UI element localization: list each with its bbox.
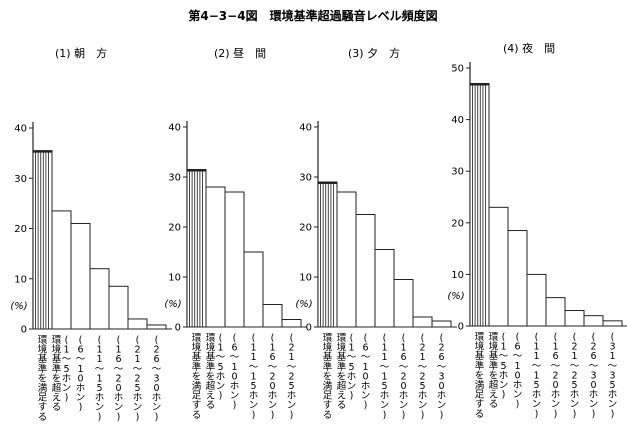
category-label: (1 1 〜 1 5 ホン) (249, 333, 259, 421)
category-label: 環境基準を満足する (475, 332, 485, 420)
bar-5 (545, 297, 566, 327)
bar-8 (602, 320, 623, 327)
category-label-line: 環境基準を超える (52, 335, 62, 413)
category-label: (2 6 〜 3 0 ホン) (152, 335, 162, 423)
y-tick-label: 20 (451, 218, 464, 229)
bar-6 (127, 318, 148, 330)
bar-5 (393, 279, 414, 328)
y-unit-label: (%) (164, 299, 181, 310)
bar-3 (224, 191, 245, 328)
category-label: (6 〜 1 0 ホン) (76, 335, 86, 413)
category-label: 環境基準を満足する (38, 335, 48, 423)
category-label: (1 1 〜 1 5 ホン) (380, 333, 390, 421)
bar-3 (70, 222, 91, 330)
category-label: (2 1 〜 2 5 ホン) (570, 332, 580, 420)
category-label-line: (1 〜 5 ホン) (499, 332, 509, 401)
bar-4 (526, 273, 547, 327)
bar-2 (205, 186, 226, 328)
category-label: (2 6 〜 3 0 ホン) (589, 332, 599, 420)
category-label: 環境基準を超える(1 〜 5 ホン) (337, 333, 357, 411)
figure-title: 第4−3−4図 環境基準超過騒音レベル頻度図 (188, 8, 437, 23)
y-tick-label: 40 (299, 123, 312, 134)
y-unit-label: (%) (295, 299, 312, 310)
bar-4 (243, 251, 264, 328)
bar-7 (431, 320, 452, 328)
category-label: (1 1 〜 1 5 ホン) (532, 332, 542, 420)
y-tick-label: 50 (451, 64, 464, 75)
panel-title: (1) 朝 方 (55, 46, 107, 60)
bar-2 (488, 206, 509, 327)
y-tick-label: 20 (168, 223, 181, 234)
category-label: (2 1 〜 2 5 ホン) (133, 335, 143, 423)
bar-hatch (187, 169, 206, 327)
bar-4 (374, 249, 395, 328)
panel-title: (2) 昼 間 (214, 47, 266, 60)
category-label-line: (1 〜 5 ホン) (347, 333, 357, 402)
bar-hatch (33, 150, 52, 329)
category-label-line: 環境基準を超える (489, 332, 499, 410)
y-tick-label: 0 (306, 323, 312, 334)
category-label-line: (1 〜 5 ホン) (62, 335, 72, 404)
y-unit-label: (%) (447, 291, 464, 302)
category-label: 環境基準を超える(1 〜 5 ホン) (489, 332, 509, 410)
category-label: 環境基準を満足する (323, 333, 333, 421)
y-tick-label: 20 (14, 224, 27, 235)
bar-6 (412, 316, 433, 328)
bar-4 (89, 268, 110, 330)
bar-2 (51, 210, 72, 330)
category-label: (2 6 〜 3 0 ホン) (437, 333, 447, 421)
category-label: (1 1 〜 1 5 ホン) (95, 335, 105, 423)
category-label: (1 6 〜 2 0 ホン) (268, 333, 278, 421)
y-tick-label: 30 (168, 173, 181, 184)
category-label: (3 1 〜 3 5 ホン) (608, 332, 618, 420)
bar-6 (281, 319, 302, 328)
category-label: 環境基準を満足する (192, 333, 202, 421)
bar-7 (146, 324, 167, 330)
y-tick-label: 40 (168, 123, 181, 134)
y-tick-label: 0 (458, 322, 464, 333)
category-label: (1 6 〜 2 0 ホン) (114, 335, 124, 423)
bar-7 (583, 315, 604, 327)
bar-6 (564, 310, 585, 327)
category-label: (1 6 〜 2 0 ホン) (399, 333, 409, 421)
y-tick-label: 0 (21, 325, 27, 336)
panel-title: (3) 夕 方 (348, 46, 400, 60)
y-tick-label: 10 (168, 273, 181, 284)
bar-2 (336, 191, 357, 328)
category-label: (2 1 〜 2 5 ホン) (287, 333, 297, 421)
bar-3 (355, 214, 376, 328)
y-unit-label: (%) (10, 301, 27, 312)
y-tick-label: 40 (14, 124, 27, 135)
y-tick-label: 0 (175, 323, 181, 334)
y-tick-label: 30 (299, 173, 312, 184)
category-label: 環境基準を超える(1 〜 5 ホン) (206, 333, 226, 411)
bar-5 (262, 304, 283, 328)
category-label: (6 〜 1 0 ホン) (513, 332, 523, 410)
category-label-line: 環境基準を超える (337, 333, 347, 411)
y-tick-label: 30 (451, 167, 464, 178)
bar-3 (507, 230, 528, 327)
category-label: (6 〜 1 0 ホン) (361, 333, 371, 411)
bar-5 (108, 285, 129, 330)
category-label-line: 環境基準を超える (206, 333, 216, 411)
category-label: (1 6 〜 2 0 ホン) (551, 332, 561, 420)
category-label: 環境基準を超える(1 〜 5 ホン) (52, 335, 72, 413)
y-tick-label: 10 (14, 274, 27, 285)
bar-hatch (470, 83, 489, 326)
y-tick-label: 10 (299, 273, 312, 284)
bar-hatch (318, 182, 337, 327)
category-label: (2 1 〜 2 5 ホン) (418, 333, 428, 421)
category-label: (6 〜 1 0 ホン) (230, 333, 240, 411)
category-label-line: (1 〜 5 ホン) (216, 333, 226, 402)
y-tick-label: 10 (451, 270, 464, 281)
y-tick-label: 30 (14, 174, 27, 185)
y-tick-label: 40 (451, 115, 464, 126)
panel-title: (4) 夜 間 (503, 41, 555, 55)
chart-panel-4: (4) 夜 間01020304050(%)環境基準を満足する環境基準を超える(1… (447, 41, 627, 420)
y-tick-label: 20 (299, 223, 312, 234)
